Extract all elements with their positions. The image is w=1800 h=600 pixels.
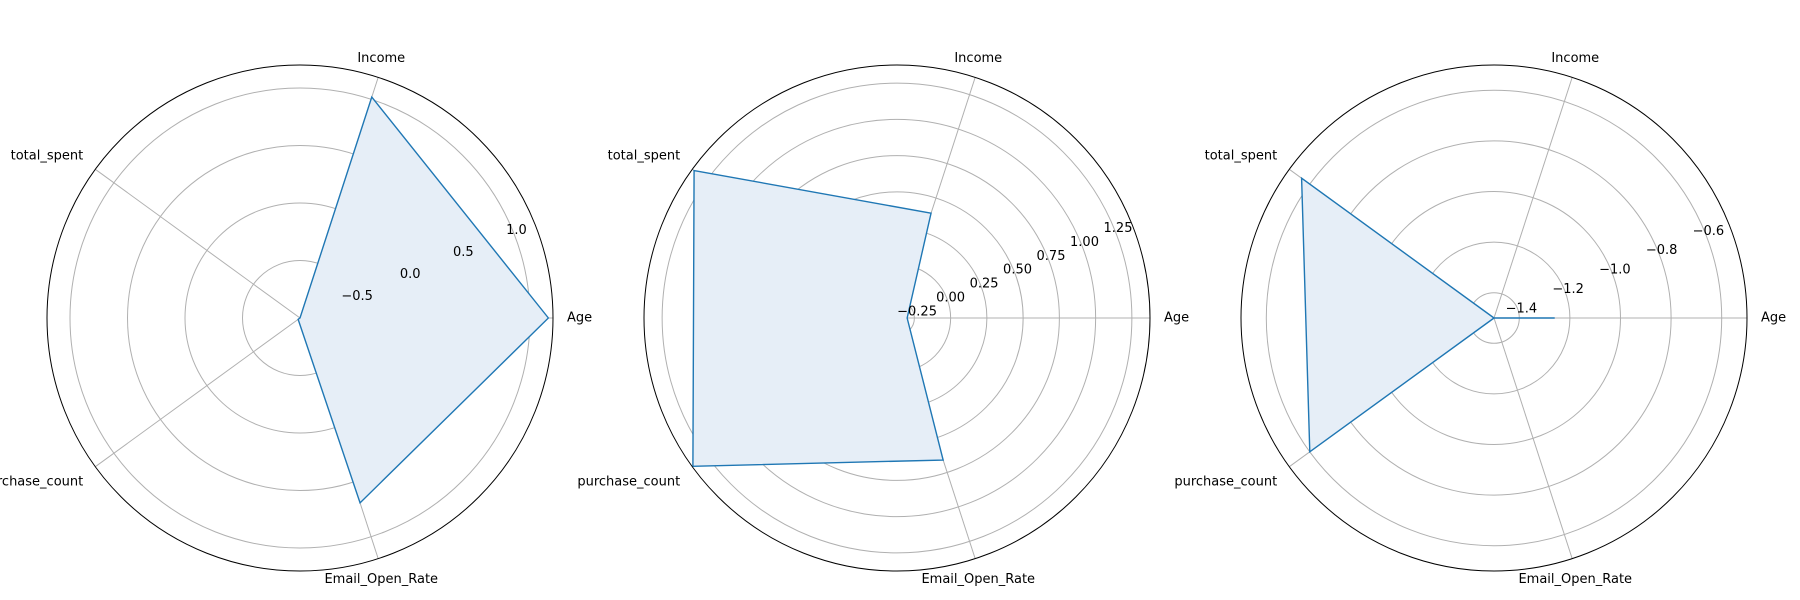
polar-frame [46, 64, 554, 572]
radial-tick-label: 1.25 [1104, 221, 1133, 236]
category-label: total_spent [11, 148, 84, 163]
radial-tick-label: −0.6 [1693, 224, 1725, 239]
radial-tick-label: −1.4 [1506, 301, 1538, 316]
category-label: Age [1761, 311, 1786, 326]
category-label: total_spent [608, 148, 681, 163]
series-area [692, 169, 945, 467]
radial-tick-label: −0.8 [1646, 243, 1678, 258]
grid-spoke [95, 168, 301, 319]
radial-tick-label: 1.0 [506, 223, 527, 238]
radial-tick-label: 0.0 [400, 267, 421, 282]
radial-tick-label: 1.00 [1070, 235, 1099, 250]
radial-tick-label: 0.75 [1037, 249, 1066, 264]
radial-tick-label: 0.25 [970, 277, 999, 292]
grid-spoke [95, 317, 301, 468]
category-label: Age [567, 311, 592, 326]
category-label: purchase_count [0, 474, 83, 489]
category-label: Age [1164, 311, 1189, 326]
radial-tick-label: −0.25 [897, 304, 937, 319]
grid-spoke [1493, 77, 1573, 319]
category-label: Income [357, 51, 405, 66]
radar-chart-3: −1.4 −1.2 −1.0 −0.8 −0.6 Age Income total_spent… [1174, 51, 1786, 587]
grid-spoke [1493, 317, 1573, 559]
category-label: total_spent [1205, 148, 1278, 163]
radial-tick-label: 0.00 [936, 290, 965, 305]
category-label: purchase_count [1174, 474, 1277, 489]
series-area [297, 95, 550, 505]
category-label: Email_Open_Rate [324, 572, 438, 587]
radar-chart-2: −0.250.00 0.25 0.50 0.75 1.00 1.25 Age Income to… [577, 51, 1189, 587]
category-label: Income [1551, 51, 1599, 66]
polar-frame [1240, 64, 1748, 572]
radial-tick-label: −1.0 [1599, 263, 1631, 278]
radial-tick-label: −0.5 [341, 289, 373, 304]
category-label: Email_Open_Rate [1518, 572, 1632, 587]
radial-tick-label: 0.5 [453, 245, 474, 260]
radial-tick-label: 0.50 [1003, 263, 1032, 278]
series-area [1300, 176, 1555, 454]
radar-chart-1: −0.5 0.0 0.5 1.0 Age Income total_spentpurchas… [0, 51, 592, 587]
radial-tick-label: −1.2 [1552, 282, 1584, 297]
polar-frame [643, 64, 1151, 572]
category-label: purchase_count [577, 474, 680, 489]
category-label: Income [954, 51, 1002, 66]
category-label: Email_Open_Rate [921, 572, 1035, 587]
